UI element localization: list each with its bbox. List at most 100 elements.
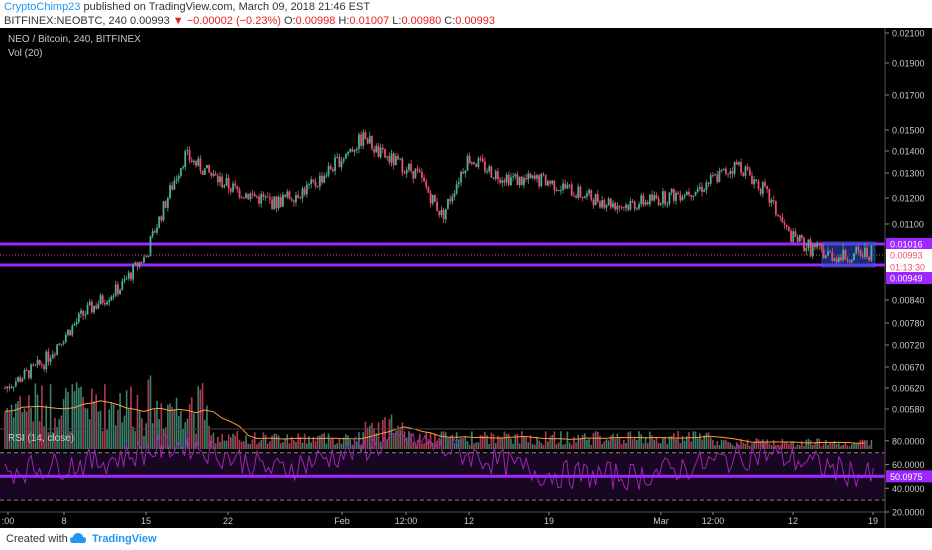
volume-bar: [418, 433, 421, 449]
volume-bar: [607, 440, 610, 449]
candle-body: [321, 175, 323, 183]
volume-bar: [260, 440, 263, 449]
chart-area[interactable]: 0.02100 0.01900 0.01700 0.01500 0.01400 0.013…: [0, 28, 932, 528]
volume-bar: [840, 445, 842, 449]
pair-label: NEO / Bitcoin, 240, BITFINEX: [8, 34, 141, 45]
volume-bar: [542, 444, 545, 449]
volume-bar: [855, 443, 857, 449]
candle-body: [863, 247, 866, 257]
candle-body: [134, 262, 137, 265]
volume-bar: [121, 422, 124, 449]
volume-bar: [80, 386, 82, 449]
candle-body: [755, 179, 758, 182]
candle-body: [546, 181, 549, 186]
volume-bar: [60, 415, 63, 449]
candle-body: [696, 188, 699, 192]
candle-body: [542, 173, 545, 175]
candle-body: [414, 168, 417, 179]
candle-body: [130, 272, 132, 280]
volume-bar: [644, 437, 647, 449]
volume-bar: [334, 444, 336, 449]
candle-body: [486, 171, 488, 173]
price-tick-label: 0.01300: [892, 169, 925, 179]
candle-body: [247, 193, 250, 200]
candle-body: [620, 207, 623, 209]
volume-bar: [366, 427, 369, 449]
candle-body: [842, 249, 845, 261]
volume-bar: [846, 445, 849, 449]
volume-bar: [10, 404, 13, 449]
volume-bar: [859, 439, 862, 449]
volume-bar: [230, 437, 232, 449]
volume-bar: [488, 443, 491, 449]
candle-body: [455, 184, 458, 194]
volume-bar: [529, 435, 532, 449]
volume-bar: [243, 441, 245, 449]
price-tick-label: 0.01100: [892, 220, 924, 230]
candle-body: [698, 186, 701, 189]
candle-body: [757, 181, 760, 189]
candle-body: [32, 364, 35, 366]
volume-bar: [36, 394, 39, 449]
candle-body: [434, 194, 436, 202]
candle-body: [840, 257, 842, 261]
volume-bar: [316, 436, 319, 449]
volume-bar: [342, 437, 345, 449]
volume-bar: [104, 384, 106, 449]
author-link[interactable]: CryptoChimp23: [4, 1, 81, 13]
candle-body: [803, 238, 805, 251]
time-tick-label: 19: [544, 516, 554, 526]
volume-bar: [262, 432, 265, 449]
candle-body: [679, 194, 682, 201]
candle-body: [729, 171, 732, 174]
candle-body: [512, 176, 515, 178]
volume-bar: [662, 437, 664, 449]
candle-body: [505, 174, 508, 183]
tradingview-brand[interactable]: TradingView: [92, 533, 157, 545]
candle-body: [138, 261, 141, 267]
candle-body: [292, 200, 295, 203]
volume-bar: [251, 439, 254, 449]
candle-body: [809, 239, 812, 257]
candle-body: [701, 186, 703, 192]
volume-bar: [568, 442, 571, 449]
volume-bar: [551, 434, 553, 449]
volume-bar: [534, 444, 536, 449]
volume-bar: [112, 404, 115, 449]
volume-bar: [421, 443, 423, 449]
price-tick-label: 0.01700: [892, 91, 925, 101]
volume-bar: [514, 434, 517, 449]
candle-body: [816, 243, 819, 248]
candle-body: [703, 189, 706, 192]
volume-bar: [471, 431, 473, 449]
volume-moving-average: [4, 400, 865, 444]
time-tick-label: 8: [61, 516, 66, 526]
volume-bar: [444, 432, 447, 449]
volume-bar: [340, 443, 343, 449]
volume-bar: [573, 436, 575, 449]
candle-body: [190, 160, 193, 163]
candle-body: [599, 201, 601, 208]
candle-body: [399, 158, 402, 160]
candle-body: [379, 147, 382, 158]
volume-bar: [557, 442, 560, 449]
price-chart-svg[interactable]: 0.02100 0.01900 0.01700 0.01500 0.01400 0.013…: [0, 28, 932, 528]
volume-bar: [484, 431, 486, 449]
volume-bar: [733, 446, 736, 449]
candle-body: [592, 199, 595, 206]
candle-body: [199, 158, 202, 171]
volume-bar: [670, 436, 673, 449]
volume-bar: [481, 435, 484, 449]
volume-bar: [319, 435, 321, 449]
volume-bar: [544, 431, 547, 449]
volume-bar: [844, 442, 847, 449]
candle-body: [125, 278, 128, 280]
candle-body: [27, 370, 30, 379]
volume-bar: [12, 417, 15, 449]
candle-body: [253, 194, 256, 197]
candle-body: [277, 196, 280, 209]
volume-bar: [560, 431, 562, 449]
candle-body: [392, 153, 395, 166]
candle-body: [731, 171, 734, 174]
candle-body: [51, 354, 54, 359]
